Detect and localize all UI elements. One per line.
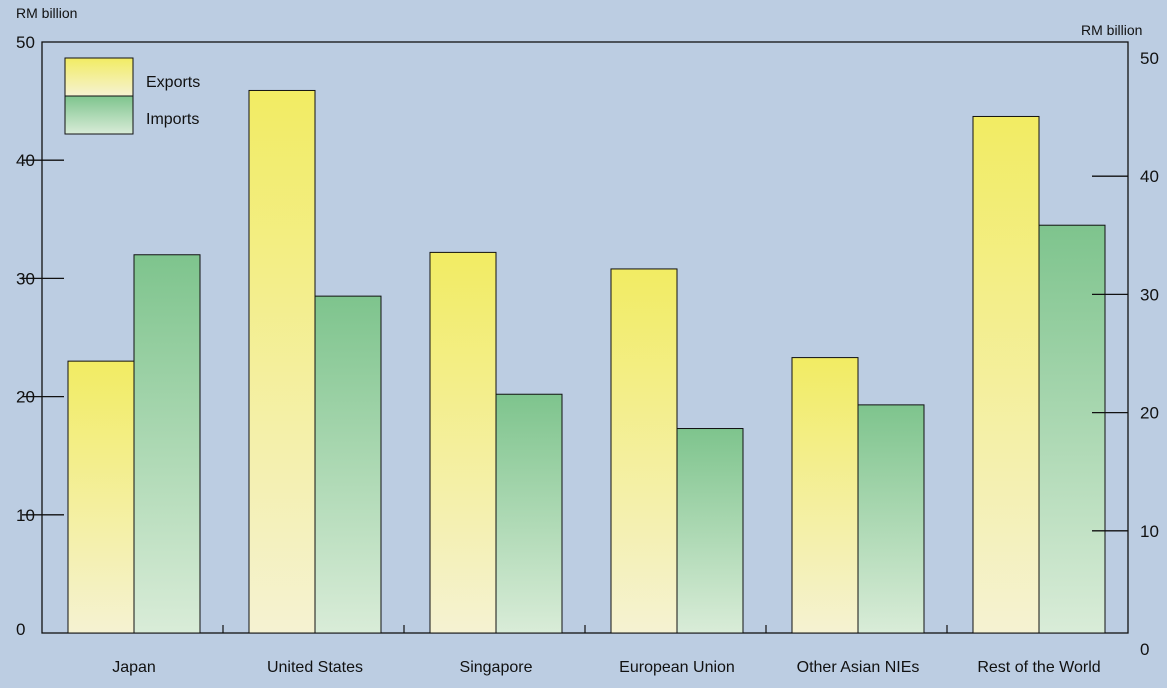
bar-imports-european-union <box>676 428 744 634</box>
left-tick-label: 30 <box>16 269 35 288</box>
bar-exports-european-union <box>610 268 678 634</box>
bar-exports-rest-of-the-world <box>972 115 1040 634</box>
left-tick-label: 40 <box>16 151 35 170</box>
plot-area <box>41 41 1129 634</box>
right-tick-label: 0 <box>1140 640 1149 659</box>
bar-exports-singapore <box>429 251 497 634</box>
left-tick-label: 50 <box>16 33 35 52</box>
legend-swatch-imports <box>64 95 134 135</box>
category-label: Other Asian NIEs <box>797 659 920 676</box>
category-label: Singapore <box>460 659 533 676</box>
bar-imports-japan <box>133 254 201 634</box>
bar-exports-other-asian-nies <box>791 357 859 634</box>
category-label: European Union <box>619 659 735 676</box>
bar-exports-united-states <box>248 89 316 634</box>
left-tick-label: 0 <box>16 620 25 639</box>
bar-imports-united-states <box>314 295 382 634</box>
bar-imports-singapore <box>495 393 563 634</box>
left-tick-label: 10 <box>16 506 35 525</box>
left-axis-unit: RM billion <box>16 5 77 21</box>
legend-label-imports: Imports <box>146 111 199 128</box>
legend-label-exports: Exports <box>146 74 200 91</box>
right-tick-label: 40 <box>1140 167 1159 186</box>
legend-swatch-exports <box>64 57 134 97</box>
right-axis-unit: RM billion <box>1081 22 1142 38</box>
right-tick-label: 10 <box>1140 522 1159 541</box>
category-label: Japan <box>112 659 156 676</box>
right-tick-label: 20 <box>1140 404 1159 423</box>
bar-imports-other-asian-nies <box>857 404 925 634</box>
category-label: Rest of the World <box>977 659 1100 676</box>
bar-exports-japan <box>67 360 135 634</box>
legend: Exports Imports <box>64 57 200 135</box>
category-label: United States <box>267 659 363 676</box>
right-tick-label: 30 <box>1140 285 1159 304</box>
bar-imports-rest-of-the-world <box>1038 224 1106 634</box>
right-tick-label: 50 <box>1140 49 1159 68</box>
left-tick-label: 20 <box>16 388 35 407</box>
